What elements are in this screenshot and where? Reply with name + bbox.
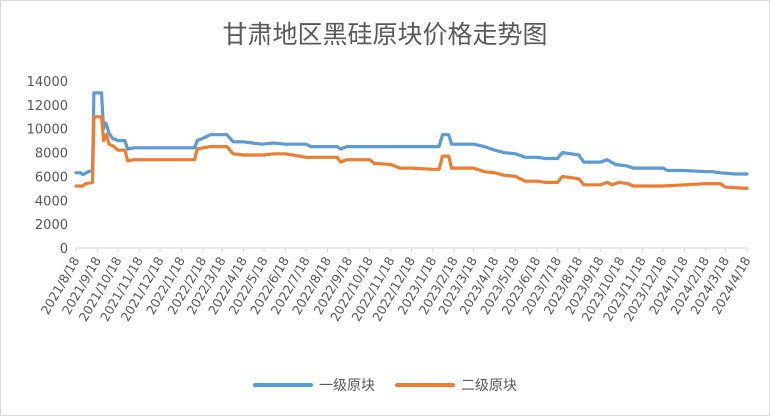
y-tick-label: 4000 [35, 194, 68, 209]
legend: 一级原块 二级原块 [1, 375, 769, 395]
y-tick-label: 14000 [27, 75, 68, 90]
chart-title: 甘肃地区黑硅原块价格走势图 [222, 20, 548, 49]
y-tick-label: 12000 [27, 99, 68, 114]
legend-item-series-2: 二级原块 [395, 375, 517, 395]
legend-swatch-series-2 [395, 383, 455, 387]
legend-item-series-1: 一级原块 [253, 375, 375, 395]
y-tick-label: 0 [60, 242, 68, 257]
y-tick-label: 10000 [27, 123, 68, 138]
series-line-2 [74, 115, 749, 190]
y-tick-label: 6000 [35, 170, 68, 185]
legend-swatch-series-1 [253, 383, 313, 387]
legend-label-series-2: 二级原块 [461, 378, 517, 394]
y-tick-label: 2000 [35, 218, 68, 233]
y-tick-label: 8000 [35, 147, 68, 162]
series-line-1 [74, 91, 749, 177]
legend-label-series-1: 一级原块 [319, 378, 375, 394]
